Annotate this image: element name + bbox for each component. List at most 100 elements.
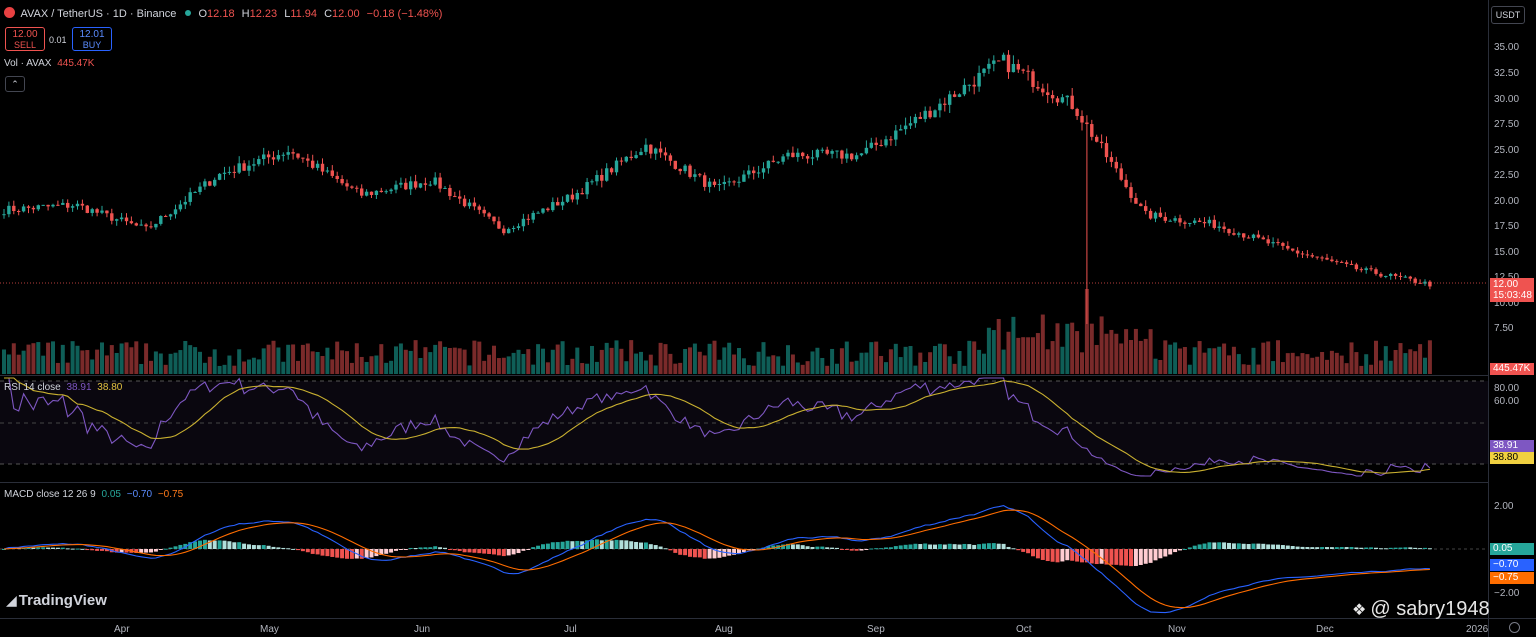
volume-bar xyxy=(1398,343,1403,374)
volume-bar xyxy=(1016,337,1021,374)
volume-bar xyxy=(1187,364,1192,374)
candle-body xyxy=(149,226,153,228)
volume-bar xyxy=(786,345,790,374)
volume-bar xyxy=(1295,356,1300,374)
candle-body xyxy=(1232,233,1236,235)
candle-body xyxy=(2,214,6,216)
volume-bar xyxy=(222,364,227,374)
candle-body xyxy=(560,201,565,206)
candle-body xyxy=(1001,54,1006,61)
volume-bar xyxy=(1148,329,1153,374)
volume-bar xyxy=(315,352,320,374)
pane-separator[interactable] xyxy=(0,375,1488,376)
pane-separator[interactable] xyxy=(0,482,1488,483)
rsi-line xyxy=(4,377,1431,477)
candle-body xyxy=(1207,219,1212,224)
last-price: 12.00 xyxy=(1493,279,1519,290)
candle-body xyxy=(1202,221,1207,224)
macd-hist-bar xyxy=(1089,549,1094,564)
volume-bar xyxy=(193,347,198,374)
macd-hist-bar xyxy=(1104,549,1109,565)
candle-body xyxy=(776,161,780,163)
chevron-up-icon[interactable]: ⌃ xyxy=(5,76,25,92)
candle-body xyxy=(1393,273,1398,276)
candle-body xyxy=(384,191,388,193)
tradingview-logo[interactable]: ◢ TradingView xyxy=(6,592,107,609)
candle-body xyxy=(364,191,369,196)
volume-bar xyxy=(590,345,594,374)
volume-bar xyxy=(898,357,903,374)
macd-hist-bar xyxy=(1222,542,1227,549)
buy-label: BUY xyxy=(82,40,102,50)
macd-hist-bar xyxy=(462,549,467,553)
macd-hist-bar xyxy=(800,545,805,549)
volume-bar xyxy=(408,350,413,374)
macd-hist-bar xyxy=(952,544,957,549)
volume-bar xyxy=(594,361,599,374)
macd-hist-bar xyxy=(741,549,746,553)
volume-bars xyxy=(2,289,1432,374)
volume-bar xyxy=(227,355,232,374)
macd-hist-bar xyxy=(1065,549,1070,561)
volume-bar xyxy=(95,349,100,374)
macd-hist-bar xyxy=(394,549,398,551)
candle-body xyxy=(1291,248,1295,251)
macd-hist-bar xyxy=(261,545,266,549)
candle-body xyxy=(1212,219,1216,228)
volume-bar xyxy=(1349,342,1354,374)
candle-body xyxy=(693,174,697,177)
volume-bar xyxy=(536,344,541,374)
currency-button[interactable]: USDT xyxy=(1491,6,1525,24)
buy-button[interactable]: 12.01 BUY xyxy=(72,27,112,51)
volume-bar xyxy=(688,347,692,374)
volume-bar xyxy=(173,352,178,374)
watermark-text: @ sabry1948 xyxy=(1370,598,1490,620)
macd-hist-bar xyxy=(511,549,516,555)
macd-hist-bar xyxy=(541,544,545,549)
candle-body xyxy=(159,216,163,224)
symbol-title[interactable]: AVAX / TetherUS · 1D · Binance xyxy=(20,8,177,20)
volume-bar xyxy=(153,351,158,374)
macd-hist-bar xyxy=(1418,548,1423,550)
candle-body xyxy=(1418,282,1422,284)
spread-value: 0.01 xyxy=(49,35,67,45)
candle-body xyxy=(663,152,668,156)
candle-body xyxy=(1256,234,1261,238)
volume-bar xyxy=(678,362,683,374)
volume-bar xyxy=(438,341,443,374)
candle-body xyxy=(36,205,40,210)
macd-hist-bar xyxy=(678,549,683,555)
signal-tag: −0.75 xyxy=(1490,572,1534,584)
macd-hist-bar xyxy=(158,549,163,550)
macd-hist-bar xyxy=(1050,549,1055,562)
candle-body xyxy=(1055,98,1060,103)
candle-body xyxy=(164,216,168,218)
candle-body xyxy=(619,160,624,162)
volume-bar xyxy=(599,349,604,374)
volume-bar xyxy=(1202,352,1207,374)
volume-bar xyxy=(972,341,977,374)
volume-bar xyxy=(1109,329,1114,374)
macd-legend: MACD close 12 26 9 0.05 −0.70 −0.75 xyxy=(4,489,183,500)
macd-hist-bar xyxy=(75,548,80,550)
candle-body xyxy=(1261,237,1265,240)
macd-hist-bar xyxy=(771,545,776,549)
volume-bar xyxy=(60,344,65,374)
volume-bar xyxy=(683,348,688,374)
candle-body xyxy=(438,177,442,189)
volume-bar xyxy=(418,357,423,374)
macd-hist-bar xyxy=(443,547,447,549)
settings-gear-icon[interactable] xyxy=(1509,622,1520,633)
macd-hist-bar xyxy=(727,549,732,556)
chart-canvas[interactable] xyxy=(0,0,1488,637)
macd-hist-bar xyxy=(967,544,972,549)
volume-bar xyxy=(526,349,531,374)
price-axis[interactable] xyxy=(1488,0,1536,637)
candle-body xyxy=(154,223,158,228)
macd-hist-bar xyxy=(923,543,928,549)
volume-bar xyxy=(1124,329,1129,374)
macd-hist-bar xyxy=(296,549,300,551)
volume-bar xyxy=(1290,352,1295,374)
sell-button[interactable]: 12.00 SELL xyxy=(5,27,45,51)
volume-bar xyxy=(707,343,712,374)
